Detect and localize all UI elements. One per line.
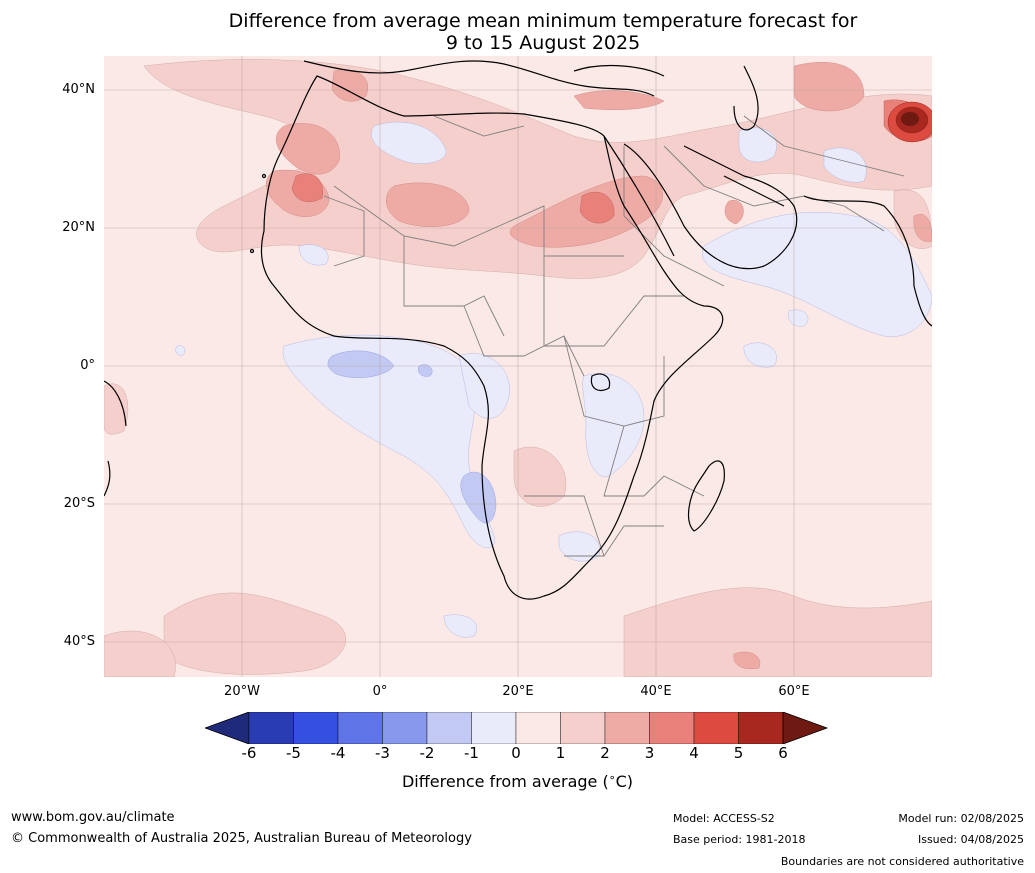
colorbar-svg bbox=[203, 711, 829, 745]
colorbar-tick-label: 3 bbox=[644, 744, 655, 762]
lat-label-0: 0° bbox=[80, 358, 95, 373]
colorbar-segment bbox=[560, 711, 606, 745]
lat-label-40n: 40°N bbox=[62, 82, 95, 97]
colorbar-segment bbox=[649, 711, 695, 745]
colorbar-segment bbox=[248, 711, 294, 745]
colorbar-tick-label: -4 bbox=[330, 744, 346, 762]
lon-label-20e: 20°E bbox=[502, 684, 534, 699]
colorbar-tick-label: 1 bbox=[555, 744, 566, 762]
colorbar-segment bbox=[426, 711, 472, 745]
colorbar-segment bbox=[515, 711, 561, 745]
colorbar-tick-label: -2 bbox=[419, 744, 435, 762]
colorbar-extend-high bbox=[782, 711, 829, 745]
footer-model: Model: ACCESS-S2 bbox=[673, 812, 775, 825]
map-title-line2: 9 to 15 August 2025 bbox=[445, 32, 641, 54]
footer-disclaimer: Boundaries are not considered authoritat… bbox=[780, 855, 1024, 868]
lat-label-20n: 20°N bbox=[62, 220, 95, 235]
footer-url: www.bom.gov.au/climate bbox=[11, 810, 175, 825]
colorbar-segment bbox=[738, 711, 784, 745]
footer-copyright: © Commonwealth of Australia 2025, Austra… bbox=[11, 831, 472, 846]
colorbar-label: Difference from average (∘C) bbox=[0, 771, 1035, 791]
map-title: Difference from average mean minimum tem… bbox=[0, 10, 1035, 54]
colorbar-label-suffix: C) bbox=[615, 772, 634, 791]
colorbar-tick-label: -5 bbox=[286, 744, 301, 762]
lat-label-40s: 40°S bbox=[63, 634, 95, 649]
colorbar-segment bbox=[337, 711, 383, 745]
colorbar bbox=[203, 711, 830, 745]
colorbar-label-degree: ∘ bbox=[608, 771, 616, 784]
forecast-map bbox=[104, 56, 932, 677]
colorbar-tick-label: -6 bbox=[241, 744, 257, 762]
colorbar-segment bbox=[471, 711, 517, 745]
footer-base-period: Base period: 1981-2018 bbox=[673, 833, 806, 846]
colorbar-segment bbox=[604, 711, 650, 745]
lon-label-60e: 60°E bbox=[778, 684, 810, 699]
colorbar-segment bbox=[693, 711, 739, 745]
colorbar-extend-low bbox=[203, 711, 250, 745]
footer-issued: Issued: 04/08/2025 bbox=[917, 833, 1024, 846]
colorbar-tick-label: 4 bbox=[689, 744, 699, 762]
colorbar-tick-label: -1 bbox=[464, 744, 479, 762]
lon-label-40e: 40°E bbox=[640, 684, 672, 699]
lat-label-20s: 20°S bbox=[63, 496, 95, 511]
colorbar-tick-label: 5 bbox=[733, 744, 744, 762]
lon-label-20w: 20°W bbox=[224, 684, 260, 699]
colorbar-segment bbox=[382, 711, 428, 745]
colorbar-segment bbox=[293, 711, 339, 745]
colorbar-tick-label: -3 bbox=[375, 744, 390, 762]
colorbar-tick-label: 6 bbox=[778, 744, 788, 762]
colorbar-tick-label: 0 bbox=[511, 744, 521, 762]
lon-label-0: 0° bbox=[372, 684, 388, 699]
colorbar-label-prefix: Difference from average ( bbox=[401, 772, 609, 791]
map-title-line1: Difference from average mean minimum tem… bbox=[228, 10, 858, 32]
footer-model-run: Model run: 02/08/2025 bbox=[898, 812, 1024, 825]
colorbar-tick-label: 2 bbox=[600, 744, 610, 762]
